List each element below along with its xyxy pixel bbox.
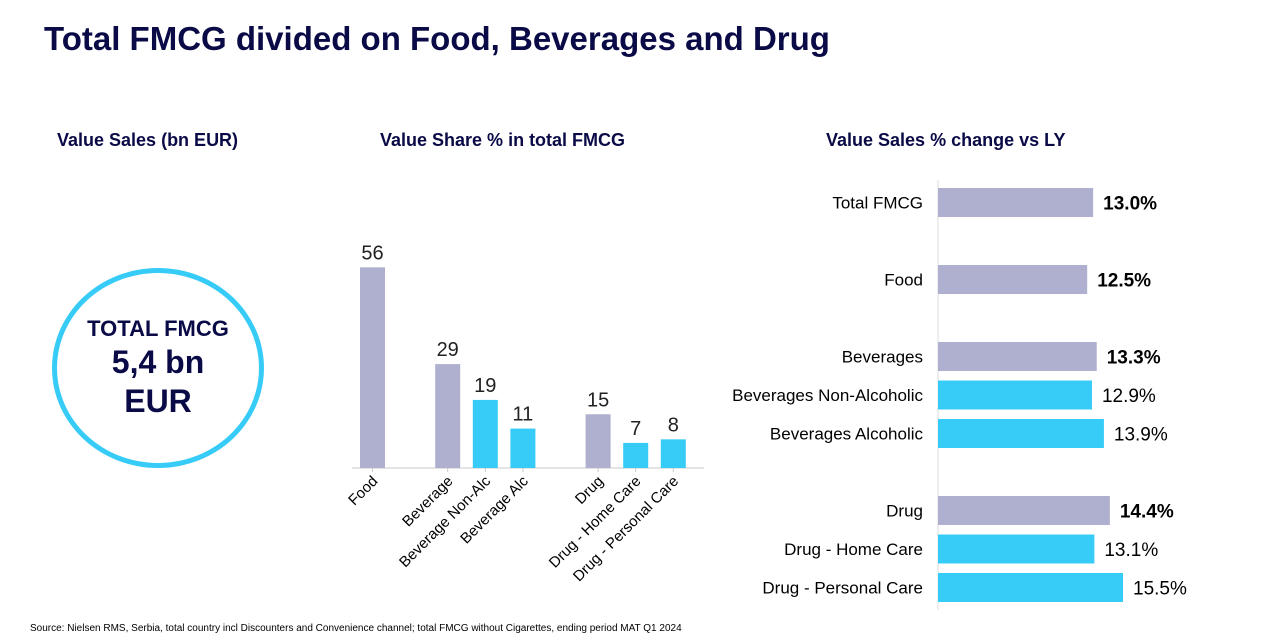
change-bar — [938, 496, 1110, 525]
share-bar — [585, 414, 611, 468]
change-data-label: 13.1% — [1104, 540, 1158, 561]
change-bar — [938, 265, 1088, 294]
change-data-label: 13.0% — [1103, 194, 1157, 215]
value-change-chart-title: Value Sales % change vs LY — [826, 130, 1066, 150]
share-data-label: 8 — [668, 414, 679, 436]
change-data-label: 12.5% — [1097, 271, 1151, 292]
value-share-chart-title: Value Share % in total FMCG — [380, 130, 626, 150]
share-data-label: 7 — [630, 418, 641, 440]
circle-unit: EUR — [124, 383, 192, 419]
value-change-chart: Total FMCG 13.0% Food 12.5% Beverages 13.3% Be… — [732, 180, 1187, 610]
page-title: Total FMCG divided on Food, Beverages an… — [44, 20, 830, 57]
share-bar — [435, 364, 461, 468]
change-category-label: Drug — [886, 502, 923, 521]
circle-label: TOTAL FMCG — [87, 316, 229, 341]
share-data-label: 29 — [437, 339, 459, 361]
change-category-label: Total FMCG — [832, 194, 923, 213]
change-data-label: 12.9% — [1102, 386, 1156, 407]
change-category-label: Food — [884, 271, 923, 290]
change-data-label: 15.5% — [1133, 579, 1187, 600]
change-bar — [938, 380, 1092, 410]
share-bar — [660, 439, 686, 468]
value-sales-heading: Value Sales (bn EUR) — [57, 130, 239, 150]
change-bar — [938, 534, 1095, 564]
source-note: Source: Nielsen RMS, Serbia, total count… — [30, 623, 682, 634]
share-bar — [623, 442, 649, 468]
share-bar — [472, 399, 498, 468]
change-bar — [938, 342, 1097, 371]
change-bar — [938, 573, 1123, 602]
change-bar — [938, 188, 1094, 217]
change-category-label: Beverages — [842, 348, 923, 367]
share-category-label: Food — [345, 473, 381, 509]
change-category-label: Beverages Non-Alcoholic — [732, 386, 923, 405]
change-data-label: 13.9% — [1114, 425, 1168, 446]
change-data-label: 14.4% — [1120, 502, 1174, 523]
share-bar — [510, 428, 536, 468]
total-fmcg-circle: TOTAL FMCG 5,4 bn EUR — [52, 268, 264, 468]
share-data-label: 11 — [513, 404, 534, 426]
change-bar — [938, 419, 1104, 448]
share-data-label: 19 — [474, 375, 496, 397]
change-category-label: Drug - Personal Care — [762, 579, 923, 598]
share-data-label: 56 — [361, 242, 383, 264]
share-data-label: 15 — [587, 389, 609, 411]
change-category-label: Drug - Home Care — [784, 540, 923, 559]
circle-value: 5,4 bn — [111, 344, 205, 380]
share-bar — [360, 267, 385, 468]
change-data-label: 13.3% — [1107, 348, 1161, 369]
change-category-label: Beverages Alcoholic — [770, 425, 924, 444]
